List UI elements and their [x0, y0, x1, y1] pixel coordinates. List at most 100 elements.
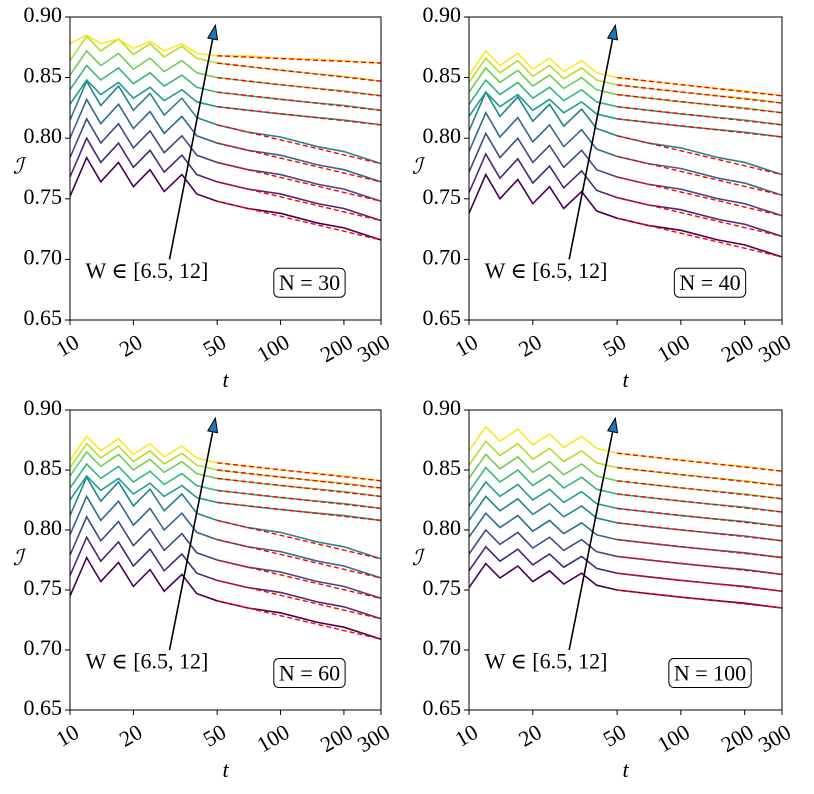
- x-tick-label: 200: [717, 329, 758, 367]
- fit-line: [617, 466, 782, 487]
- y-axis-label: ℐ: [13, 154, 27, 179]
- fit-line: [616, 135, 782, 176]
- x-tick-label: 300: [754, 719, 795, 757]
- y-tick-label: 0.90: [24, 2, 63, 27]
- arrow-head: [206, 416, 219, 434]
- fit-line: [216, 124, 381, 165]
- series-line: [70, 515, 381, 600]
- y-tick-label: 0.65: [24, 305, 63, 330]
- series-line: [70, 435, 381, 482]
- y-tick-label: 0.75: [423, 575, 462, 600]
- y-tick-label: 0.75: [24, 184, 63, 209]
- series-line: [70, 555, 381, 640]
- fit-line: [217, 62, 381, 82]
- fit-line: [216, 142, 381, 183]
- series-line: [469, 466, 782, 513]
- fit-line: [217, 519, 381, 560]
- series-line: [70, 78, 381, 126]
- y-tick-label: 0.85: [24, 63, 63, 88]
- panel-label: N = 60: [279, 661, 340, 686]
- panel-label-box: [273, 267, 346, 298]
- series-line: [469, 425, 782, 472]
- x-tick-label: 20: [514, 719, 546, 752]
- series-line: [469, 152, 782, 238]
- fit-line: [217, 489, 381, 510]
- y-tick-label: 0.65: [423, 695, 462, 720]
- y-tick-label: 0.85: [24, 455, 63, 480]
- y-tick-label: 0.90: [423, 395, 462, 420]
- x-tick-label: 10: [51, 329, 83, 362]
- y-tick-label: 0.90: [423, 2, 462, 27]
- series-line: [469, 480, 782, 528]
- series-line: [469, 131, 782, 217]
- x-tick-label: 200: [316, 719, 357, 757]
- arrow-shaft: [568, 421, 616, 651]
- x-axis-label: t: [622, 367, 629, 392]
- fit-line: [617, 507, 782, 528]
- fit-line: [617, 93, 782, 114]
- x-tick-label: 10: [51, 719, 83, 752]
- series-line: [70, 117, 381, 202]
- y-tick-label: 0.75: [24, 575, 63, 600]
- x-tick-label: 100: [252, 329, 293, 367]
- fit-line: [617, 538, 782, 559]
- fit-line: [217, 105, 381, 126]
- fit-line: [617, 84, 782, 104]
- y-tick-label: 0.70: [423, 244, 462, 269]
- fit-line: [617, 480, 782, 500]
- plot-area: [70, 34, 381, 241]
- arrow-shaft: [168, 28, 216, 260]
- fit-line: [617, 118, 782, 138]
- panel-label-box: [273, 658, 346, 689]
- arrow-shaft: [568, 28, 616, 260]
- fit-line: [217, 55, 381, 64]
- fit-line: [616, 217, 782, 258]
- annotation: W ∈ [6.5, 12]: [485, 258, 608, 283]
- series-line: [70, 475, 381, 560]
- arrow-head: [206, 23, 219, 41]
- x-axis-label: t: [622, 757, 629, 782]
- x-tick-label: 50: [199, 329, 231, 362]
- series-line: [70, 79, 381, 165]
- fit-line: [617, 522, 782, 542]
- y-axis-label: ℐ: [412, 545, 426, 570]
- series-line: [469, 110, 782, 196]
- y-tick-label: 0.85: [423, 455, 462, 480]
- x-axis-label: t: [222, 757, 229, 782]
- x-tick-label: 50: [199, 719, 231, 752]
- x-tick-label: 100: [653, 719, 694, 757]
- series-line: [70, 35, 381, 83]
- annotation: W ∈ [6.5, 12]: [86, 258, 209, 283]
- x-tick-label: 10: [450, 329, 482, 362]
- fit-line: [617, 555, 782, 576]
- axes-frame: [468, 409, 783, 711]
- x-tick-label: 200: [717, 719, 758, 757]
- y-tick-label: 0.80: [423, 123, 462, 148]
- y-axis-label: ℐ: [412, 154, 426, 179]
- x-tick-label: 200: [316, 329, 357, 367]
- fit-line: [217, 462, 381, 482]
- fit-line: [217, 579, 381, 620]
- fit-line: [217, 76, 381, 97]
- series-line: [469, 90, 782, 176]
- fit-line: [217, 477, 381, 498]
- x-tick-label: 300: [353, 329, 394, 367]
- fit-line: [216, 181, 381, 222]
- y-tick-label: 0.70: [24, 635, 63, 660]
- fit-line: [617, 105, 782, 126]
- fit-line: [616, 155, 782, 196]
- y-tick-label: 0.80: [24, 515, 63, 540]
- panel-label: N = 40: [679, 270, 740, 295]
- arrow-head: [606, 416, 619, 434]
- plot-area: [469, 49, 782, 258]
- x-axis-label: t: [222, 367, 229, 392]
- panel-label: N = 30: [279, 270, 340, 295]
- annotation: W ∈ [6.5, 12]: [86, 649, 209, 674]
- series-line: [70, 155, 381, 241]
- x-tick-label: 10: [450, 719, 482, 752]
- y-tick-label: 0.70: [24, 244, 63, 269]
- y-tick-label: 0.80: [24, 123, 63, 148]
